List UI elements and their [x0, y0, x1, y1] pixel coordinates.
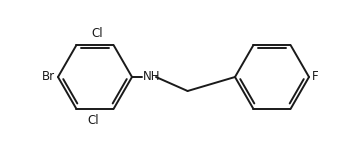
Text: Cl: Cl [87, 114, 99, 127]
Text: Cl: Cl [91, 27, 103, 40]
Text: NH: NH [143, 71, 161, 84]
Text: F: F [312, 71, 319, 84]
Text: Br: Br [42, 71, 55, 84]
